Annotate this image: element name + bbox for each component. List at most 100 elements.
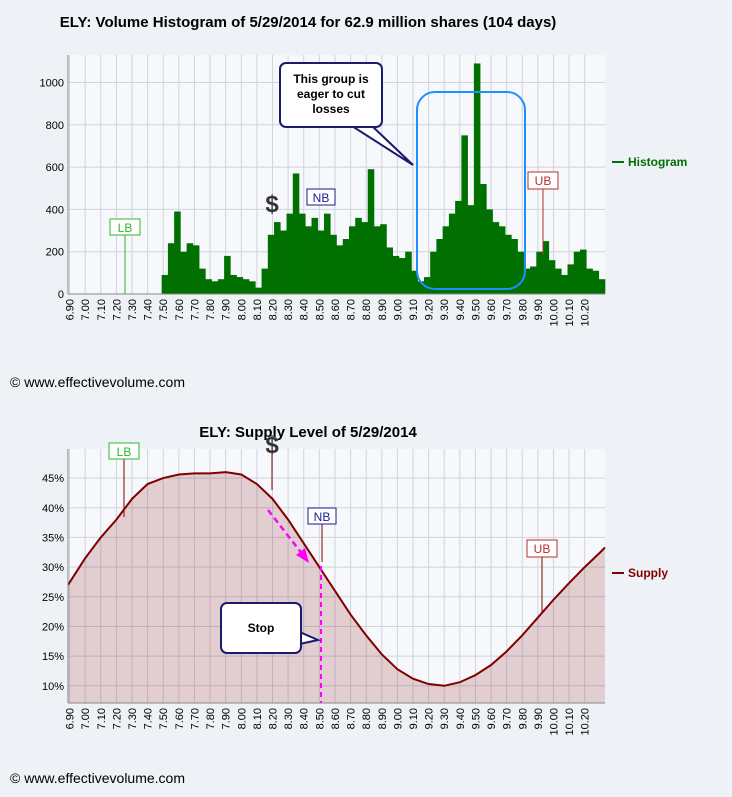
y-tick-label: 25% (42, 592, 64, 604)
x-tick-label: 9.50 (470, 299, 482, 320)
bar (505, 234, 512, 294)
source: © www.effectivevolume.com (10, 374, 185, 390)
bar (224, 255, 231, 294)
legend-label: Supply (628, 566, 668, 580)
x-tick-label: 7.90 (221, 299, 233, 320)
x-tick-label: 8.20 (267, 299, 279, 320)
lb-box (109, 218, 141, 236)
y-tick-label: 400 (46, 204, 64, 216)
x-tick-label: 8.40 (299, 299, 311, 320)
bar (261, 268, 269, 294)
bar (436, 239, 443, 294)
x-tick-label: 7.60 (174, 299, 186, 320)
x-tick-label: 7.50 (158, 299, 170, 320)
x-tick-label: 7.70 (189, 708, 201, 729)
bar (586, 268, 593, 294)
x-tick-label: 9.10 (408, 299, 420, 320)
y-tick-label: 200 (46, 247, 64, 259)
y-tick-label: 40% (42, 503, 64, 515)
bar (186, 243, 194, 294)
x-tick-label: 7.20 (111, 299, 123, 320)
x-tick-label: 8.40 (299, 708, 311, 729)
bar (542, 241, 550, 294)
source: © www.effectivevolume.com (10, 770, 185, 786)
x-tick-label: 10.20 (580, 708, 592, 736)
chart-title: ELY: Supply Level of 5/29/2014 (199, 424, 417, 441)
bar (548, 260, 556, 294)
x-tick-label: 8.60 (330, 299, 342, 320)
chart-title: ELY: Volume Histogram of 5/29/2014 for 6… (60, 14, 557, 31)
bar (192, 245, 200, 294)
x-tick-label: 10.00 (548, 299, 560, 327)
x-tick-label: 7.80 (205, 708, 217, 729)
bar (598, 279, 606, 294)
bar (498, 226, 506, 294)
bar (442, 226, 450, 294)
x-tick-label: 7.60 (174, 708, 186, 729)
bar (205, 279, 212, 294)
bar (292, 173, 300, 294)
x-tick-label: 7.70 (189, 299, 201, 320)
x-tick-label: 7.80 (205, 299, 217, 320)
bar (242, 279, 250, 294)
bar (336, 245, 344, 294)
x-tick-label: 10.20 (580, 299, 592, 327)
bar (342, 239, 350, 294)
x-tick-label: 8.80 (361, 299, 373, 320)
lb-box (108, 442, 140, 460)
x-tick-label: 7.30 (127, 299, 139, 320)
x-tick-label: 9.90 (533, 708, 545, 729)
bar (386, 247, 393, 294)
bar (255, 287, 262, 294)
x-tick-label: 9.80 (517, 708, 529, 729)
bar (467, 205, 475, 294)
x-tick-label: 9.40 (455, 299, 467, 320)
x-tick-label: 8.00 (236, 299, 248, 320)
bar (461, 135, 468, 294)
bar (561, 274, 568, 294)
ub-label: UB (534, 542, 551, 556)
bar (405, 251, 412, 294)
y-tick-label: 20% (42, 621, 64, 633)
x-tick-label: 10.00 (548, 708, 560, 736)
ub-box (526, 539, 558, 558)
bar (305, 226, 312, 294)
x-tick-label: 8.70 (346, 708, 358, 729)
x-tick-label: 9.80 (517, 299, 529, 320)
x-tick-label: 10.10 (564, 708, 576, 736)
bar (473, 63, 481, 295)
bar (573, 251, 581, 294)
x-tick-label: 8.20 (267, 708, 279, 729)
x-tick-label: 8.10 (252, 299, 264, 320)
x-tick-label: 7.90 (221, 708, 233, 729)
bar (317, 230, 325, 294)
y-tick-label: 30% (42, 562, 64, 574)
x-tick-label: 8.80 (361, 708, 373, 729)
area (68, 472, 605, 703)
bar (511, 239, 518, 294)
bar (230, 274, 237, 294)
x-tick-label: 6.90 (65, 299, 77, 320)
x-tick-label: 9.90 (533, 299, 545, 320)
bar (580, 249, 587, 294)
bar (211, 281, 219, 294)
x-tick-label: 8.00 (236, 708, 248, 729)
bar (411, 270, 418, 294)
x-tick-label: 7.10 (96, 708, 108, 729)
bar (530, 266, 537, 294)
bar (523, 268, 531, 294)
bar (430, 251, 437, 294)
x-tick-label: 9.30 (439, 708, 451, 729)
bar (455, 200, 462, 294)
y-tick-label: 600 (46, 162, 64, 174)
bar (592, 270, 600, 294)
x-tick-label: 8.30 (283, 708, 295, 729)
bar (199, 268, 206, 294)
bar (274, 222, 281, 294)
arrow-head (296, 548, 309, 563)
line (67, 471, 606, 687)
bar (423, 277, 431, 294)
dollar-sign: $ (265, 432, 279, 459)
x-tick-label: 8.10 (252, 708, 264, 729)
